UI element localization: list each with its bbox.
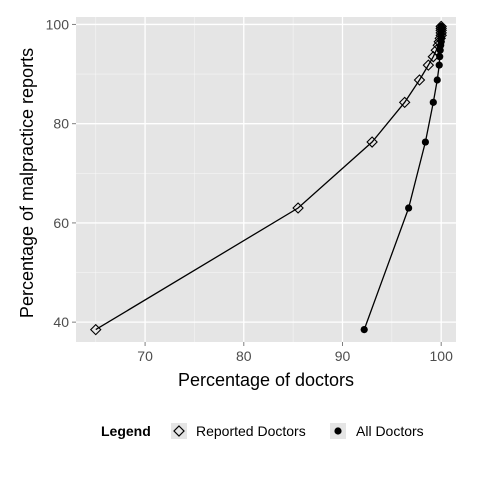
y-tick-label: 100 (46, 16, 70, 32)
legend-label-reported-doctors: Reported Doctors (196, 423, 306, 439)
point-all-doctors (405, 204, 413, 212)
point-all-doctors (421, 138, 430, 146)
x-axis-title: Percentage of doctors (178, 370, 354, 390)
x-tick-label: 100 (430, 348, 454, 364)
x-tick-label: 90 (335, 348, 351, 364)
point-all-doctors (433, 76, 441, 84)
series-all-doctors (360, 22, 445, 334)
series-layer (89, 20, 447, 336)
legend-marker-reported-doctors (173, 425, 185, 437)
point-reported-doctors (292, 202, 304, 214)
legend-key-reported-doctors (171, 423, 187, 439)
point-all-doctors (429, 98, 437, 106)
point-reported-doctors (89, 323, 102, 336)
grid-lines (76, 17, 456, 342)
point-all-doctors (436, 53, 444, 61)
point-all-doctors (435, 61, 443, 69)
plot-panel (76, 17, 456, 342)
point-reported-doctors (413, 74, 426, 86)
y-tick-label: 60 (53, 215, 69, 231)
point-reported-doctors (366, 136, 378, 148)
point-all-doctors (437, 22, 445, 31)
legend-title: Legend (101, 423, 151, 439)
y-axis-title: Percentage of malpractice reports (17, 48, 37, 318)
y-tick-label: 40 (53, 314, 69, 330)
axis-ticks: 70 80 90 100 40 60 80 100 (46, 16, 453, 364)
x-tick-label: 70 (137, 348, 153, 364)
point-reported-doctors (398, 96, 411, 109)
point-reported-doctors (422, 59, 435, 71)
legend: Legend Reported Doctors All Doctors (101, 423, 424, 439)
legend-marker-all-doctors (334, 427, 342, 435)
point-all-doctors (360, 325, 368, 334)
y-tick-label: 80 (53, 116, 69, 132)
legend-label-all-doctors: All Doctors (356, 423, 424, 439)
x-tick-label: 80 (236, 348, 252, 364)
